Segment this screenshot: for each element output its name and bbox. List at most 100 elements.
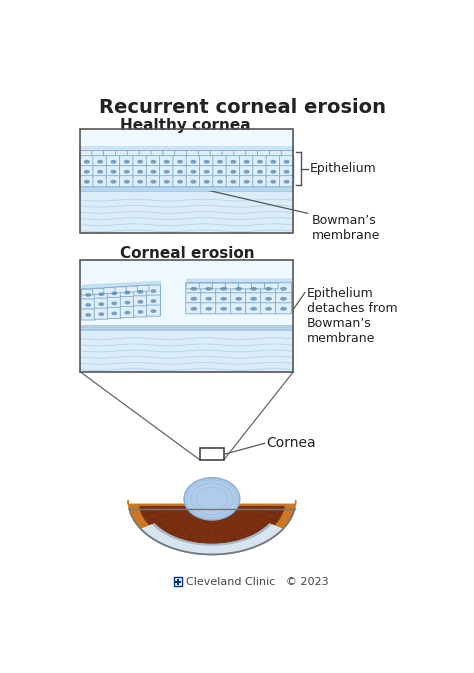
Ellipse shape — [164, 180, 170, 184]
FancyBboxPatch shape — [133, 286, 147, 297]
Ellipse shape — [265, 297, 272, 301]
FancyBboxPatch shape — [238, 283, 252, 289]
FancyBboxPatch shape — [93, 155, 107, 167]
FancyBboxPatch shape — [81, 309, 95, 320]
Ellipse shape — [217, 180, 223, 184]
Ellipse shape — [250, 287, 257, 291]
FancyBboxPatch shape — [281, 151, 293, 156]
Ellipse shape — [244, 180, 250, 184]
Ellipse shape — [97, 160, 103, 164]
FancyBboxPatch shape — [106, 155, 121, 167]
Ellipse shape — [124, 170, 130, 174]
Ellipse shape — [99, 312, 104, 316]
Ellipse shape — [191, 170, 196, 174]
FancyBboxPatch shape — [225, 283, 239, 289]
FancyBboxPatch shape — [280, 176, 294, 187]
FancyBboxPatch shape — [126, 286, 138, 292]
Bar — [201, 448, 224, 460]
Ellipse shape — [84, 160, 90, 164]
FancyBboxPatch shape — [186, 155, 201, 167]
FancyBboxPatch shape — [261, 293, 276, 304]
FancyBboxPatch shape — [93, 166, 107, 177]
Text: Cornea: Cornea — [266, 436, 316, 450]
FancyBboxPatch shape — [120, 297, 135, 308]
Text: Cleveland Clinic   © 2023: Cleveland Clinic © 2023 — [186, 577, 328, 587]
FancyBboxPatch shape — [81, 299, 95, 310]
FancyBboxPatch shape — [173, 176, 187, 187]
Ellipse shape — [137, 180, 143, 184]
Polygon shape — [141, 524, 283, 555]
Ellipse shape — [244, 160, 250, 164]
Ellipse shape — [257, 160, 263, 164]
FancyBboxPatch shape — [257, 151, 270, 156]
FancyBboxPatch shape — [174, 151, 187, 156]
Ellipse shape — [164, 170, 170, 174]
Ellipse shape — [205, 297, 212, 301]
FancyBboxPatch shape — [275, 283, 292, 294]
Ellipse shape — [137, 160, 143, 164]
Ellipse shape — [191, 180, 196, 184]
Ellipse shape — [205, 287, 212, 291]
Text: Bowman’s
membrane: Bowman’s membrane — [312, 214, 380, 242]
Ellipse shape — [283, 170, 290, 174]
Ellipse shape — [220, 307, 227, 311]
Text: Recurrent corneal erosion: Recurrent corneal erosion — [100, 98, 386, 116]
FancyBboxPatch shape — [216, 303, 232, 314]
FancyBboxPatch shape — [261, 283, 276, 294]
FancyBboxPatch shape — [199, 283, 213, 289]
FancyBboxPatch shape — [213, 155, 227, 167]
FancyBboxPatch shape — [222, 151, 234, 156]
Ellipse shape — [204, 180, 210, 184]
FancyBboxPatch shape — [146, 155, 161, 167]
Ellipse shape — [150, 170, 156, 174]
Ellipse shape — [84, 170, 90, 174]
Ellipse shape — [230, 180, 237, 184]
FancyBboxPatch shape — [226, 166, 241, 177]
FancyBboxPatch shape — [266, 176, 281, 187]
FancyBboxPatch shape — [160, 176, 174, 187]
Ellipse shape — [97, 170, 103, 174]
FancyBboxPatch shape — [93, 176, 107, 187]
FancyBboxPatch shape — [186, 283, 200, 289]
Ellipse shape — [151, 289, 156, 293]
Ellipse shape — [137, 310, 143, 314]
Ellipse shape — [191, 297, 197, 301]
FancyBboxPatch shape — [266, 166, 281, 177]
FancyBboxPatch shape — [216, 283, 232, 294]
FancyBboxPatch shape — [82, 289, 93, 295]
Ellipse shape — [177, 170, 183, 174]
Ellipse shape — [250, 297, 257, 301]
FancyBboxPatch shape — [146, 285, 161, 296]
Ellipse shape — [85, 303, 91, 307]
FancyBboxPatch shape — [94, 298, 109, 309]
FancyBboxPatch shape — [269, 151, 282, 156]
FancyBboxPatch shape — [186, 176, 201, 187]
Bar — [80, 325, 293, 331]
Bar — [80, 187, 293, 188]
FancyBboxPatch shape — [213, 176, 227, 187]
Ellipse shape — [220, 297, 227, 301]
Text: Epithelium: Epithelium — [310, 162, 376, 175]
Ellipse shape — [250, 307, 257, 311]
FancyBboxPatch shape — [200, 155, 214, 167]
Bar — [80, 129, 293, 234]
FancyBboxPatch shape — [212, 283, 226, 289]
FancyBboxPatch shape — [226, 155, 241, 167]
Ellipse shape — [280, 287, 287, 291]
Text: Corneal erosion: Corneal erosion — [120, 246, 255, 261]
Ellipse shape — [235, 297, 242, 301]
Bar — [80, 260, 293, 371]
Ellipse shape — [177, 180, 183, 184]
FancyBboxPatch shape — [146, 166, 161, 177]
Polygon shape — [140, 507, 284, 547]
FancyBboxPatch shape — [137, 285, 149, 291]
FancyBboxPatch shape — [107, 297, 121, 308]
Ellipse shape — [217, 170, 223, 174]
FancyBboxPatch shape — [80, 151, 92, 156]
FancyBboxPatch shape — [216, 293, 232, 304]
FancyBboxPatch shape — [146, 295, 161, 306]
FancyBboxPatch shape — [246, 303, 262, 314]
Ellipse shape — [110, 160, 117, 164]
Ellipse shape — [150, 180, 156, 184]
Ellipse shape — [283, 180, 290, 184]
